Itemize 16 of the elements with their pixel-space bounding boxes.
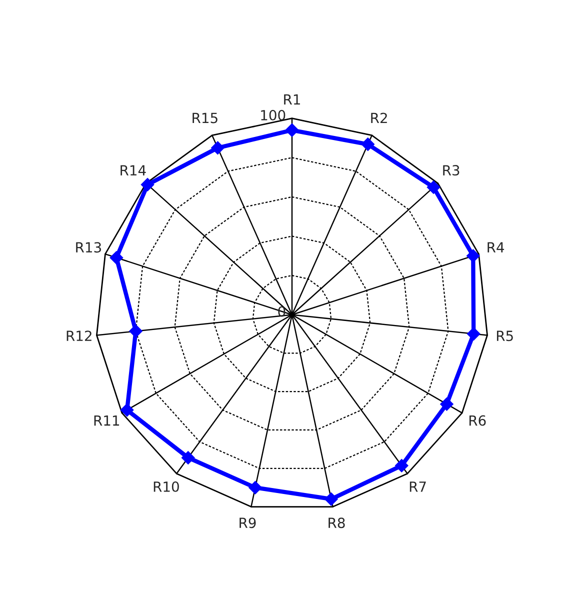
spoke-label: R7	[410, 482, 426, 492]
spoke-label: R14	[120, 165, 146, 176]
spoke-label: R4	[488, 242, 504, 252]
spoke-label: R1	[284, 94, 300, 105]
spoke-label: R5	[496, 330, 513, 342]
spoke-label: R6	[469, 415, 486, 426]
spoke-label: R8	[328, 518, 345, 528]
spoke-label: R13	[76, 242, 101, 253]
spoke-label: R2	[371, 112, 387, 124]
spoke-label: R9	[240, 518, 256, 528]
spoke-label: R3	[443, 165, 460, 176]
spoke-label: R12	[66, 330, 92, 341]
spoke-label: R10	[154, 481, 179, 492]
spoke-label: R11	[94, 415, 120, 426]
y-tick-label: 100	[261, 110, 286, 120]
spoke-label: R15	[192, 112, 218, 124]
